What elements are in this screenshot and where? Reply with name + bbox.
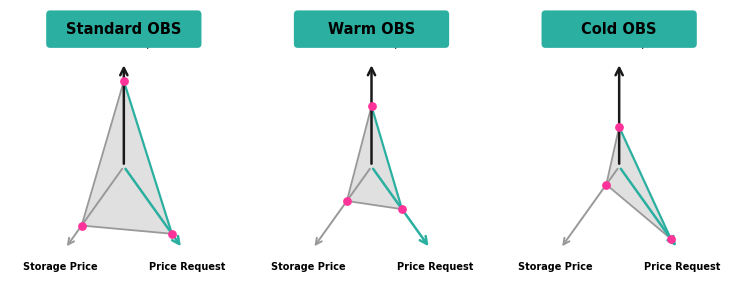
Text: Price Request: Price Request [149, 262, 225, 272]
Point [600, 182, 612, 187]
Text: Data Access Speed: Data Access Speed [325, 39, 418, 49]
Text: Data Access Speed: Data Access Speed [572, 39, 666, 49]
Text: Warm OBS: Warm OBS [328, 22, 415, 37]
FancyBboxPatch shape [46, 10, 201, 48]
Polygon shape [82, 81, 172, 234]
Point [613, 125, 625, 129]
Point [396, 207, 408, 211]
Text: Cold OBS: Cold OBS [582, 22, 657, 37]
Polygon shape [606, 127, 671, 239]
Point [341, 199, 353, 203]
Text: Standard OBS: Standard OBS [66, 22, 181, 37]
FancyBboxPatch shape [294, 10, 449, 48]
Text: Storage Price: Storage Price [270, 262, 345, 272]
Text: Data Access Speed: Data Access Speed [77, 39, 171, 49]
Point [118, 79, 130, 83]
Point [366, 104, 377, 108]
Text: Storage Price: Storage Price [23, 262, 98, 272]
Text: Price Request: Price Request [397, 262, 473, 272]
Polygon shape [347, 106, 402, 209]
Text: Price Request: Price Request [644, 262, 721, 272]
FancyBboxPatch shape [542, 10, 697, 48]
Point [665, 236, 677, 241]
Text: Storage Price: Storage Price [519, 262, 593, 272]
Point [76, 223, 88, 228]
Point [166, 232, 178, 236]
